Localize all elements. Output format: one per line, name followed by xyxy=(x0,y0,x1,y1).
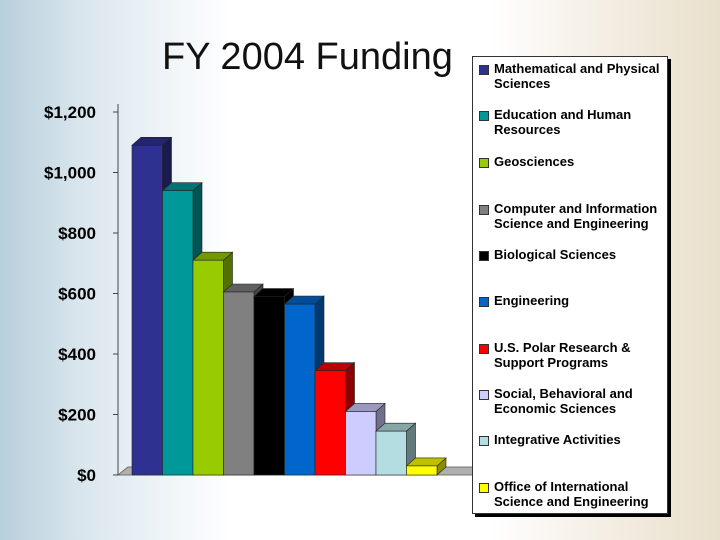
bar xyxy=(406,465,438,476)
y-tick-label: $800 xyxy=(58,224,96,243)
slide-title: FY 2004 Funding xyxy=(162,36,453,78)
legend-label: Biological Sciences xyxy=(494,247,617,262)
legend-item: Biological Sciences xyxy=(479,247,665,262)
bar xyxy=(284,303,316,476)
legend-item: Computer and Information Science and Eng… xyxy=(479,201,665,231)
bar xyxy=(223,291,255,476)
y-tick-label: $200 xyxy=(58,406,96,425)
bar xyxy=(253,296,285,476)
y-tick-label: $1,200 xyxy=(44,103,96,122)
bar xyxy=(345,411,377,476)
chart-legend: Mathematical and Physical Sciences Educat… xyxy=(472,56,668,514)
legend-label: Mathematical and Physical Sciences xyxy=(494,61,660,91)
legend-item: Social, Behavioral and Economic Sciences xyxy=(479,386,665,416)
legend-label: Computer and Information Science and Eng… xyxy=(494,201,658,231)
y-tick-label: $0 xyxy=(77,466,96,485)
legend-item: Mathematical and Physical Sciences xyxy=(479,61,665,91)
legend-label: Engineering xyxy=(494,293,570,308)
legend-item: Integrative Activities xyxy=(479,432,665,447)
legend-swatch xyxy=(479,483,489,493)
legend-item: Office of International Science and Engi… xyxy=(479,479,665,509)
y-tick-label: $400 xyxy=(58,345,96,364)
legend-label: Education and Human Resources xyxy=(494,107,632,137)
legend-swatch xyxy=(479,297,489,307)
legend-swatch xyxy=(479,251,489,261)
legend-swatch xyxy=(479,436,489,446)
bar xyxy=(192,259,224,476)
y-tick-label: $600 xyxy=(58,285,96,304)
legend-swatch xyxy=(479,65,489,75)
legend-swatch xyxy=(479,111,489,121)
bar xyxy=(314,370,346,476)
legend-label: Integrative Activities xyxy=(494,432,621,447)
legend-item: Education and Human Resources xyxy=(479,107,665,137)
legend-label: Social, Behavioral and Economic Sciences xyxy=(494,386,633,416)
legend-item: Engineering xyxy=(479,293,665,308)
legend-item: Geosciences xyxy=(479,154,665,169)
legend-label: Geosciences xyxy=(494,154,575,169)
legend-swatch xyxy=(479,205,489,215)
y-tick-label: $1,000 xyxy=(44,164,96,183)
legend-swatch xyxy=(479,344,489,354)
bar xyxy=(162,190,194,476)
legend-label: U.S. Polar Research & Support Programs xyxy=(494,340,631,370)
legend-swatch xyxy=(479,390,489,400)
legend-swatch xyxy=(479,158,489,168)
bar xyxy=(131,144,163,476)
legend-item: U.S. Polar Research & Support Programs xyxy=(479,340,665,370)
legend-label: Office of International Science and Engi… xyxy=(494,479,649,509)
bar xyxy=(375,430,407,476)
